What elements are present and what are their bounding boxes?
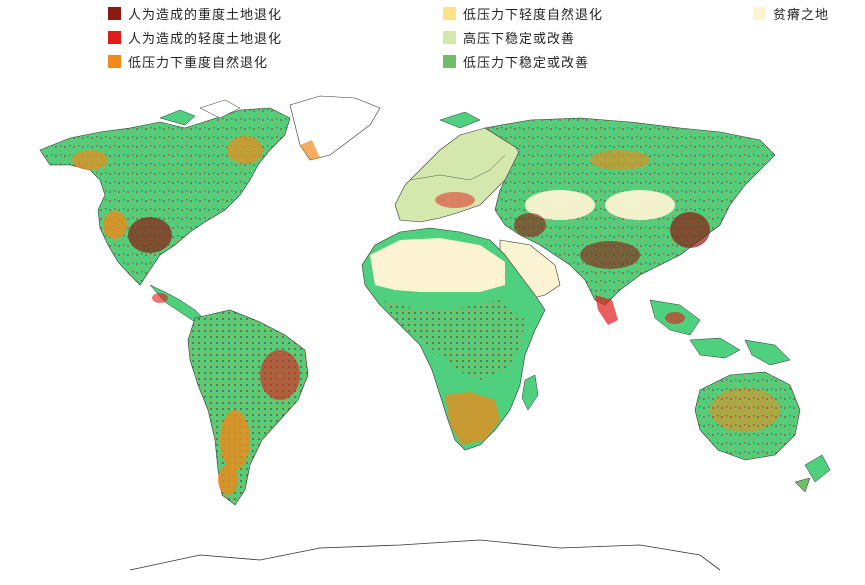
legend-label: 贫瘠之地 — [773, 7, 830, 23]
legend-label: 低压力下稳定或改善 — [463, 55, 590, 71]
legend-item-stable-high-pressure: 高压下稳定或改善 — [443, 28, 576, 47]
continent-asia — [484, 117, 776, 325]
landmass-antarctica — [129, 539, 721, 571]
continent-north-america — [39, 107, 291, 323]
legend-label: 高压下稳定或改善 — [463, 31, 576, 47]
legend-item-severe-natural-degradation: 低压力下重度自然退化 — [108, 52, 269, 71]
legend-swatch — [108, 54, 121, 68]
legend-swatch — [753, 6, 766, 20]
legend-swatch — [108, 30, 121, 44]
continent-australia — [694, 371, 831, 493]
landmass-arctic-islands — [159, 99, 481, 129]
continent-south-america — [187, 309, 309, 506]
legend-label: 人为造成的轻度土地退化 — [128, 31, 283, 47]
legend-item-light-natural-degradation: 低压力下轻度自然退化 — [443, 4, 604, 23]
legend-swatch — [443, 54, 456, 68]
legend-label: 低压力下轻度自然退化 — [463, 7, 604, 23]
legend-label: 低压力下重度自然退化 — [128, 55, 269, 71]
continent-europe — [394, 127, 521, 223]
landmass-southeast-asia — [649, 299, 791, 366]
legend-swatch — [108, 6, 121, 20]
legend-swatch — [443, 6, 456, 20]
legend-item-light-human-degradation: 人为造成的轻度土地退化 — [108, 28, 283, 47]
legend-item-barren-land: 贫瘠之地 — [753, 4, 830, 23]
legend-item-stable-low-pressure: 低压力下稳定或改善 — [443, 52, 590, 71]
legend-item-severe-human-degradation: 人为造成的重度土地退化 — [108, 4, 283, 23]
legend-label: 人为造成的重度土地退化 — [128, 7, 283, 23]
continent-africa — [361, 227, 546, 451]
legend-swatch — [443, 30, 456, 44]
landmass-greenland — [289, 95, 381, 161]
